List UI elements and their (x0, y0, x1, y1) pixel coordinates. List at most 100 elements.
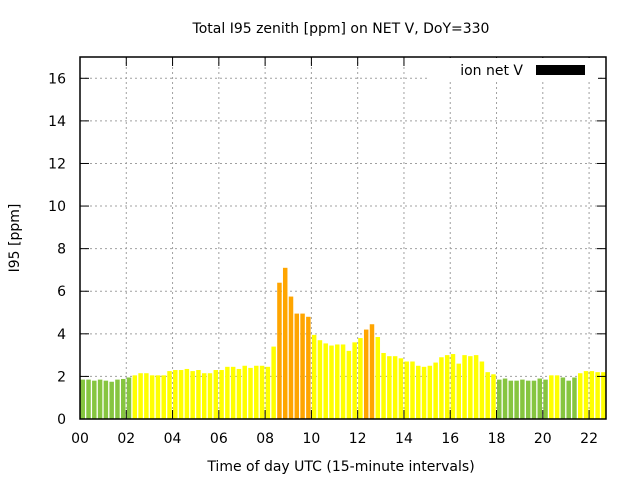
bar (358, 338, 363, 419)
x-axis-label: Time of day UTC (15-minute intervals) (206, 459, 474, 475)
bar (381, 352, 386, 419)
bar (595, 372, 600, 419)
y-axis-label: I95 [ppm] (7, 204, 23, 273)
bar (282, 267, 288, 419)
bar (363, 329, 369, 419)
bar (468, 356, 473, 419)
bar (173, 370, 178, 419)
bar (161, 375, 166, 419)
bar (583, 371, 589, 419)
bar (439, 357, 444, 419)
bar (144, 373, 149, 419)
bar (444, 355, 450, 419)
bar (265, 366, 271, 419)
bar (225, 366, 230, 419)
bar (149, 375, 155, 419)
bar (120, 378, 126, 419)
bar (254, 365, 259, 419)
bar (421, 366, 427, 419)
bar (115, 379, 120, 419)
bar (427, 365, 433, 419)
x-tick-label: 20 (534, 431, 552, 447)
chart-title: Total I95 zenith [ppm] on NET V, DoY=330 (192, 21, 490, 37)
bar (549, 375, 554, 419)
bar (531, 380, 537, 419)
bar (317, 340, 323, 419)
bar (323, 343, 328, 419)
bar (352, 342, 357, 419)
bar (473, 355, 479, 419)
x-tick-label: 04 (164, 431, 182, 447)
x-tick-label: 06 (210, 431, 228, 447)
bar (543, 379, 548, 419)
bar (288, 296, 294, 419)
bar (340, 344, 346, 419)
bar (514, 380, 519, 419)
bar (294, 313, 300, 419)
bar (230, 366, 236, 419)
y-tick-label: 2 (57, 369, 66, 385)
bar (219, 370, 224, 419)
bar (497, 379, 502, 419)
bar (103, 380, 109, 419)
bar (554, 375, 560, 419)
legend-label: ion net V (460, 63, 523, 79)
bar (184, 368, 190, 419)
bar (92, 380, 97, 419)
bar (167, 371, 172, 419)
bar (207, 373, 213, 419)
bar (560, 377, 566, 419)
bar (485, 372, 490, 419)
x-tick-label: 22 (580, 431, 598, 447)
bar (109, 381, 114, 419)
bar (404, 361, 409, 419)
bar (346, 350, 352, 419)
bar (578, 373, 583, 419)
y-tick-label: 8 (57, 242, 66, 258)
bar (502, 378, 508, 419)
x-tick-label: 14 (395, 431, 413, 447)
bar (479, 361, 485, 419)
bar (138, 373, 143, 419)
bar (392, 356, 398, 419)
x-tick-label: 10 (302, 431, 320, 447)
legend-swatch (536, 65, 585, 75)
bar (335, 344, 340, 419)
bar (491, 374, 496, 419)
bar (80, 379, 85, 419)
bar (311, 334, 317, 419)
bar (456, 363, 462, 419)
bar (201, 373, 207, 419)
x-tick-label: 18 (488, 431, 506, 447)
y-tick-label: 6 (57, 284, 66, 300)
y-tick-label: 12 (48, 156, 66, 172)
bar (398, 358, 404, 419)
bar (416, 365, 421, 419)
bar (97, 379, 103, 419)
bar (369, 324, 375, 419)
bar (86, 379, 91, 419)
bar (236, 368, 242, 419)
bar (387, 356, 392, 419)
x-tick-label: 02 (117, 431, 135, 447)
y-tick-label: 0 (57, 412, 66, 428)
bar (589, 371, 595, 419)
bar (572, 377, 577, 419)
bar (462, 355, 467, 419)
y-tick-label: 10 (48, 199, 66, 215)
bar (306, 316, 311, 419)
x-tick-label: 08 (256, 431, 274, 447)
y-tick-label: 4 (57, 327, 66, 343)
plot-frame (79, 56, 607, 420)
bar (601, 372, 606, 419)
bar (213, 370, 219, 419)
bar (375, 337, 381, 419)
bar (190, 371, 195, 419)
bar (132, 375, 138, 419)
bar (520, 379, 525, 419)
bar (242, 365, 247, 419)
bar (155, 375, 161, 419)
bar (277, 282, 282, 419)
